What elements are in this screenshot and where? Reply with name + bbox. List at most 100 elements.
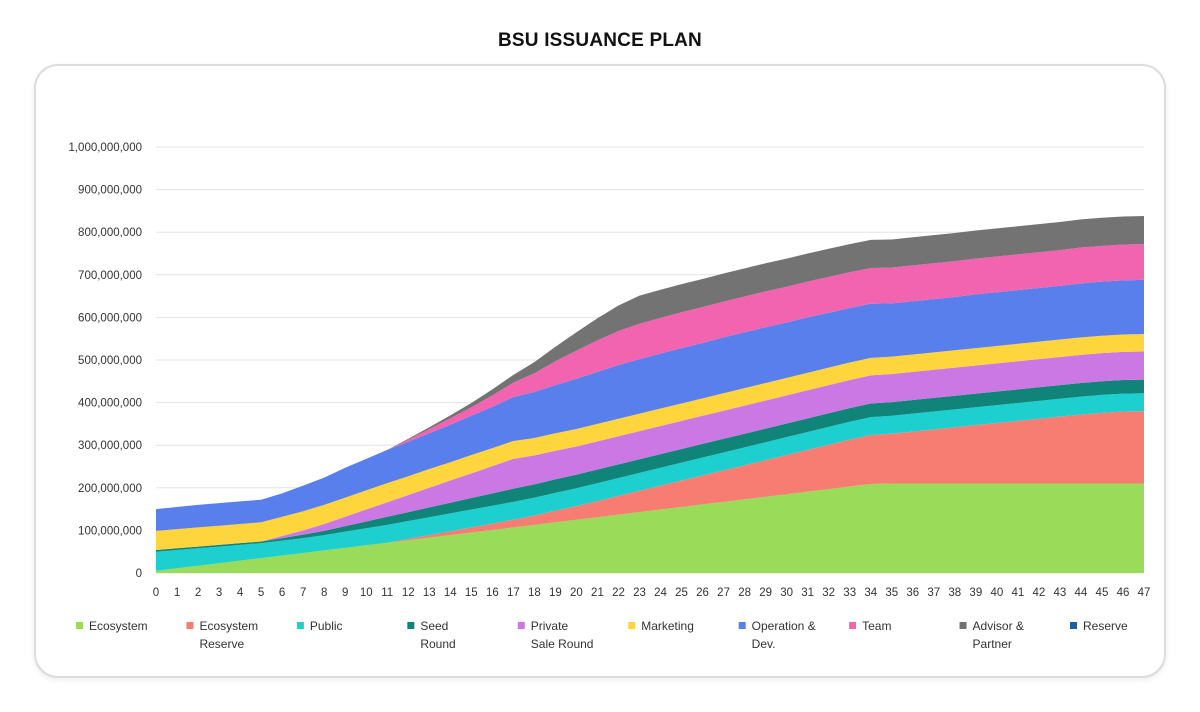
x-tick-label: 40 bbox=[990, 587, 1003, 599]
legend-item: Reserve bbox=[1070, 619, 1128, 633]
x-tick-label: 11 bbox=[381, 587, 393, 599]
y-axis-ticks: 0 100,000,000 200,000,000 300,000,000 400,00… bbox=[68, 142, 142, 580]
x-tick-label: 43 bbox=[1054, 587, 1067, 599]
x-tick-label: 18 bbox=[528, 587, 541, 599]
x-tick-label: 5 bbox=[258, 587, 264, 599]
x-tick-label: 10 bbox=[360, 587, 373, 599]
legend-item: Team bbox=[849, 619, 891, 633]
area-team bbox=[156, 244, 1144, 510]
x-tick-label: 13 bbox=[423, 587, 436, 599]
x-tick-label: 4 bbox=[237, 587, 244, 599]
legend-swatch bbox=[517, 622, 525, 629]
legend-label: Reserve bbox=[1083, 619, 1128, 633]
y-tick-label: 100,000,000 bbox=[78, 525, 142, 537]
x-tick-label: 14 bbox=[444, 587, 457, 599]
y-tick-label: 800,000,000 bbox=[78, 227, 142, 239]
x-tick-label: 28 bbox=[738, 587, 751, 599]
legend-label: Round bbox=[420, 637, 455, 651]
x-tick-label: 46 bbox=[1117, 587, 1130, 599]
x-tick-label: 27 bbox=[717, 587, 730, 599]
chart-area: 0 100,000,000 200,000,000 300,000,000 400,00… bbox=[68, 142, 1151, 651]
y-tick-label: 700,000,000 bbox=[78, 270, 142, 282]
legend-label: Partner bbox=[973, 637, 1012, 651]
legend-item: Ecosystem Reserve bbox=[186, 619, 258, 651]
x-tick-label: 45 bbox=[1096, 587, 1109, 599]
y-tick-label: 400,000,000 bbox=[78, 398, 142, 410]
x-tick-label: 9 bbox=[342, 587, 348, 599]
x-tick-label: 19 bbox=[549, 587, 562, 599]
legend-item: Public bbox=[296, 619, 343, 633]
legend-label: Private bbox=[531, 619, 569, 633]
x-tick-label: 42 bbox=[1032, 587, 1045, 599]
area-marketing bbox=[156, 334, 1144, 550]
area-ecosystem-reserve bbox=[156, 411, 1144, 571]
area-private-sale-round bbox=[156, 351, 1144, 550]
y-tick-label: 600,000,000 bbox=[78, 312, 142, 324]
chart-title: BSU ISSUANCE PLAN bbox=[498, 30, 702, 51]
x-tick-label: 29 bbox=[759, 587, 772, 599]
x-tick-label: 23 bbox=[633, 587, 646, 599]
x-tick-label: 8 bbox=[321, 587, 327, 599]
legend-label: Public bbox=[310, 619, 343, 633]
area-ecosystem bbox=[156, 483, 1144, 573]
legend-item: Ecosystem bbox=[76, 619, 148, 633]
x-tick-label: 26 bbox=[696, 587, 709, 599]
y-tick-label: 500,000,000 bbox=[78, 355, 142, 367]
legend-label: Marketing bbox=[641, 619, 694, 633]
legend-label: Ecosystem bbox=[89, 619, 148, 633]
legend-item: Operation & Dev. bbox=[738, 619, 816, 651]
x-tick-label: 32 bbox=[822, 587, 835, 599]
x-axis-ticks: 0 1 2 3 4 5 6 7 8 9 10 11 12 13 14 15 16 17 18 19 20 21 22 23 24… bbox=[153, 587, 1151, 599]
y-tick-label: 0 bbox=[136, 568, 142, 580]
legend-item: Marketing bbox=[628, 619, 694, 633]
x-tick-label: 21 bbox=[591, 587, 604, 599]
x-tick-label: 12 bbox=[402, 587, 415, 599]
x-tick-label: 37 bbox=[927, 587, 940, 599]
legend-swatch bbox=[738, 622, 746, 629]
x-tick-label: 39 bbox=[969, 587, 982, 599]
legend-label: Ecosystem bbox=[199, 619, 258, 633]
x-tick-label: 7 bbox=[300, 587, 306, 599]
legend-label: Sale Round bbox=[531, 637, 594, 651]
x-tick-label: 6 bbox=[279, 587, 285, 599]
x-tick-label: 15 bbox=[465, 587, 478, 599]
legend-swatch bbox=[76, 622, 83, 629]
area-advisor-partner bbox=[156, 216, 1144, 510]
legend-swatch bbox=[296, 622, 304, 629]
legend-item: Advisor & Partner bbox=[959, 619, 1024, 651]
x-tick-label: 36 bbox=[906, 587, 919, 599]
legend-swatch bbox=[628, 622, 636, 629]
x-tick-label: 44 bbox=[1075, 587, 1088, 599]
x-tick-label: 35 bbox=[885, 587, 898, 599]
legend-swatch bbox=[186, 622, 194, 629]
legend-label: Team bbox=[862, 619, 891, 633]
stacked-areas bbox=[156, 216, 1144, 573]
y-tick-label: 200,000,000 bbox=[78, 483, 142, 495]
legend-swatch bbox=[1070, 622, 1077, 629]
area-seed-round bbox=[156, 379, 1144, 552]
x-tick-label: 17 bbox=[507, 587, 520, 599]
legend-label: Reserve bbox=[199, 637, 244, 651]
x-tick-label: 16 bbox=[486, 587, 499, 599]
area-operation-dev bbox=[156, 279, 1144, 531]
y-tick-label: 900,000,000 bbox=[78, 185, 142, 197]
chart-card: 0 100,000,000 200,000,000 300,000,000 400,00… bbox=[34, 64, 1166, 678]
x-tick-label: 2 bbox=[195, 587, 201, 599]
y-tick-label: 1,000,000,000 bbox=[68, 142, 142, 154]
x-tick-label: 31 bbox=[801, 587, 814, 599]
x-tick-label: 24 bbox=[654, 587, 667, 599]
x-tick-label: 33 bbox=[843, 587, 856, 599]
legend-item: Private Sale Round bbox=[517, 619, 594, 651]
x-tick-label: 38 bbox=[948, 587, 961, 599]
area-public bbox=[156, 393, 1144, 571]
x-tick-label: 25 bbox=[675, 587, 688, 599]
x-tick-label: 47 bbox=[1138, 587, 1151, 599]
y-tick-label: 300,000,000 bbox=[78, 440, 142, 452]
legend-swatch bbox=[959, 622, 967, 629]
x-tick-label: 1 bbox=[174, 587, 180, 599]
x-tick-label: 20 bbox=[570, 587, 583, 599]
legend-item: Seed Round bbox=[407, 619, 456, 651]
x-tick-label: 0 bbox=[153, 587, 159, 599]
legend-label: Dev. bbox=[752, 637, 776, 651]
legend: Ecosystem Ecosystem Reserve Public Seed Round… bbox=[76, 619, 1128, 651]
